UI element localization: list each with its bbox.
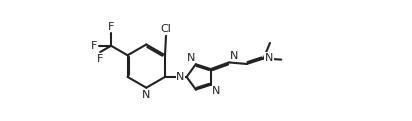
Text: N: N xyxy=(142,90,150,100)
Text: Cl: Cl xyxy=(161,24,171,34)
Text: F: F xyxy=(108,22,114,32)
Text: N: N xyxy=(176,72,185,82)
Text: N: N xyxy=(212,86,220,96)
Text: N: N xyxy=(187,53,195,63)
Text: F: F xyxy=(97,54,103,64)
Text: N: N xyxy=(230,51,239,61)
Text: N: N xyxy=(265,53,273,63)
Text: F: F xyxy=(91,41,97,51)
